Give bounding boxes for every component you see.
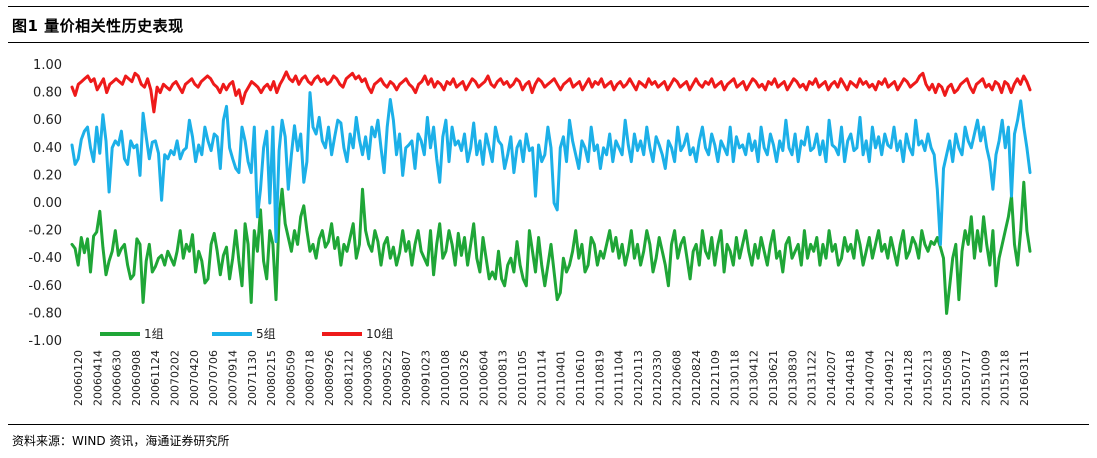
x-tick-label: 20130621	[767, 350, 780, 406]
x-tick-label: 20131122	[806, 350, 819, 406]
x-tick-label: 20110401	[555, 350, 568, 406]
x-tick-label: 20090807	[400, 350, 413, 406]
x-tick-label: 20130118	[728, 350, 741, 406]
x-tick-label: 20151218	[999, 350, 1012, 406]
x-tick-label: 20080509	[284, 350, 297, 406]
y-tick-label: 0.40	[33, 141, 62, 156]
x-tick-label: 20120608	[670, 350, 683, 406]
x-tick-label: 20130830	[786, 350, 799, 406]
x-tick-label: 20071130	[246, 350, 259, 406]
x-tick-label: 20110610	[574, 350, 587, 406]
x-tick-label: 20090306	[362, 350, 375, 406]
x-tick-label: 20061124	[149, 350, 162, 406]
y-tick-label: -0.40	[28, 251, 62, 266]
series-lines	[70, 70, 1032, 315]
x-tick-label: 20141128	[902, 350, 915, 406]
source-note: 资料来源：WIND 资讯，海通证券研究所	[12, 434, 230, 448]
x-tick-label: 20070420	[188, 350, 201, 406]
line-chart: 1.00 0.80 0.60 0.40 0.20 0.00 -0.20 -0.40 -0.60 -…	[28, 58, 1032, 406]
x-tick-label: 20070202	[169, 350, 182, 406]
legend-label: 10组	[366, 327, 393, 341]
legend: 1组 5组 10组	[100, 327, 393, 341]
series-line-2	[70, 91, 1032, 246]
x-tick-label: 20130412	[748, 350, 761, 406]
series-line-3	[70, 70, 1032, 114]
x-tick-label: 20120113	[632, 350, 645, 406]
y-tick-label: 0.20	[33, 168, 62, 183]
legend-label: 5组	[256, 327, 276, 341]
x-tick-label: 20070706	[207, 350, 220, 406]
x-tick-label: 20070914	[226, 350, 239, 406]
x-tick-label: 20111104	[613, 350, 626, 406]
x-tick-label: 20080718	[304, 350, 317, 406]
x-tick-label: 20100813	[497, 350, 510, 406]
y-tick-label: -1.00	[28, 334, 62, 349]
x-tick-label: 20110819	[593, 350, 606, 406]
x-tick-label: 20110114	[535, 350, 548, 406]
y-tick-label: 0.60	[33, 113, 62, 128]
x-tick-label: 20140418	[844, 350, 857, 406]
y-tick-label: -0.60	[28, 279, 62, 294]
x-tick-label: 20080215	[265, 350, 278, 406]
x-tick-label: 20090522	[381, 350, 394, 406]
x-tick-label: 20140704	[864, 350, 877, 406]
x-tick-label: 20151009	[979, 350, 992, 406]
x-tick-label: 20120824	[690, 350, 703, 406]
y-tick-label: 1.00	[33, 58, 62, 73]
x-tick-label: 20100326	[458, 350, 471, 406]
title-rule	[8, 42, 1089, 43]
x-tick-label: 20060908	[130, 350, 143, 406]
y-tick-label: -0.80	[28, 306, 62, 321]
x-tick-label: 20081212	[342, 350, 355, 406]
legend-label: 1组	[144, 327, 164, 341]
x-tick-label: 20060414	[91, 350, 104, 406]
y-tick-label: -0.20	[28, 224, 62, 239]
y-tick-label: 0.00	[33, 196, 62, 211]
x-tick-label: 20140912	[883, 350, 896, 406]
series-line-1	[70, 180, 1032, 315]
bottom-rule	[8, 424, 1089, 425]
y-axis: 1.00 0.80 0.60 0.40 0.20 0.00 -0.20 -0.40 -0.60 -…	[28, 58, 62, 349]
x-tick-label: 20150717	[960, 350, 973, 406]
x-tick-label: 20121109	[709, 350, 722, 406]
x-tick-label: 20160311	[1018, 350, 1031, 406]
x-tick-label: 20060630	[111, 350, 124, 406]
x-tick-label: 20120330	[651, 350, 664, 406]
x-axis: 20060120 20060414 20060630 20060908 20061124…	[72, 350, 1031, 406]
x-tick-label: 20060120	[72, 350, 85, 406]
x-tick-label: 20150508	[941, 350, 954, 406]
figure-title: 图1 量价相关性历史表现	[12, 17, 184, 35]
x-tick-label: 20100108	[439, 350, 452, 406]
x-tick-label: 20150213	[921, 350, 934, 406]
x-tick-label: 20100604	[477, 350, 490, 406]
x-tick-label: 20080926	[323, 350, 336, 406]
x-tick-label: 20091023	[420, 350, 433, 406]
top-rule	[8, 6, 1089, 7]
x-tick-label: 20101105	[516, 350, 529, 406]
figure-header: 图1 量价相关性历史表现	[0, 0, 1097, 44]
y-tick-label: 0.80	[33, 86, 62, 101]
x-tick-label: 20140207	[825, 350, 838, 406]
